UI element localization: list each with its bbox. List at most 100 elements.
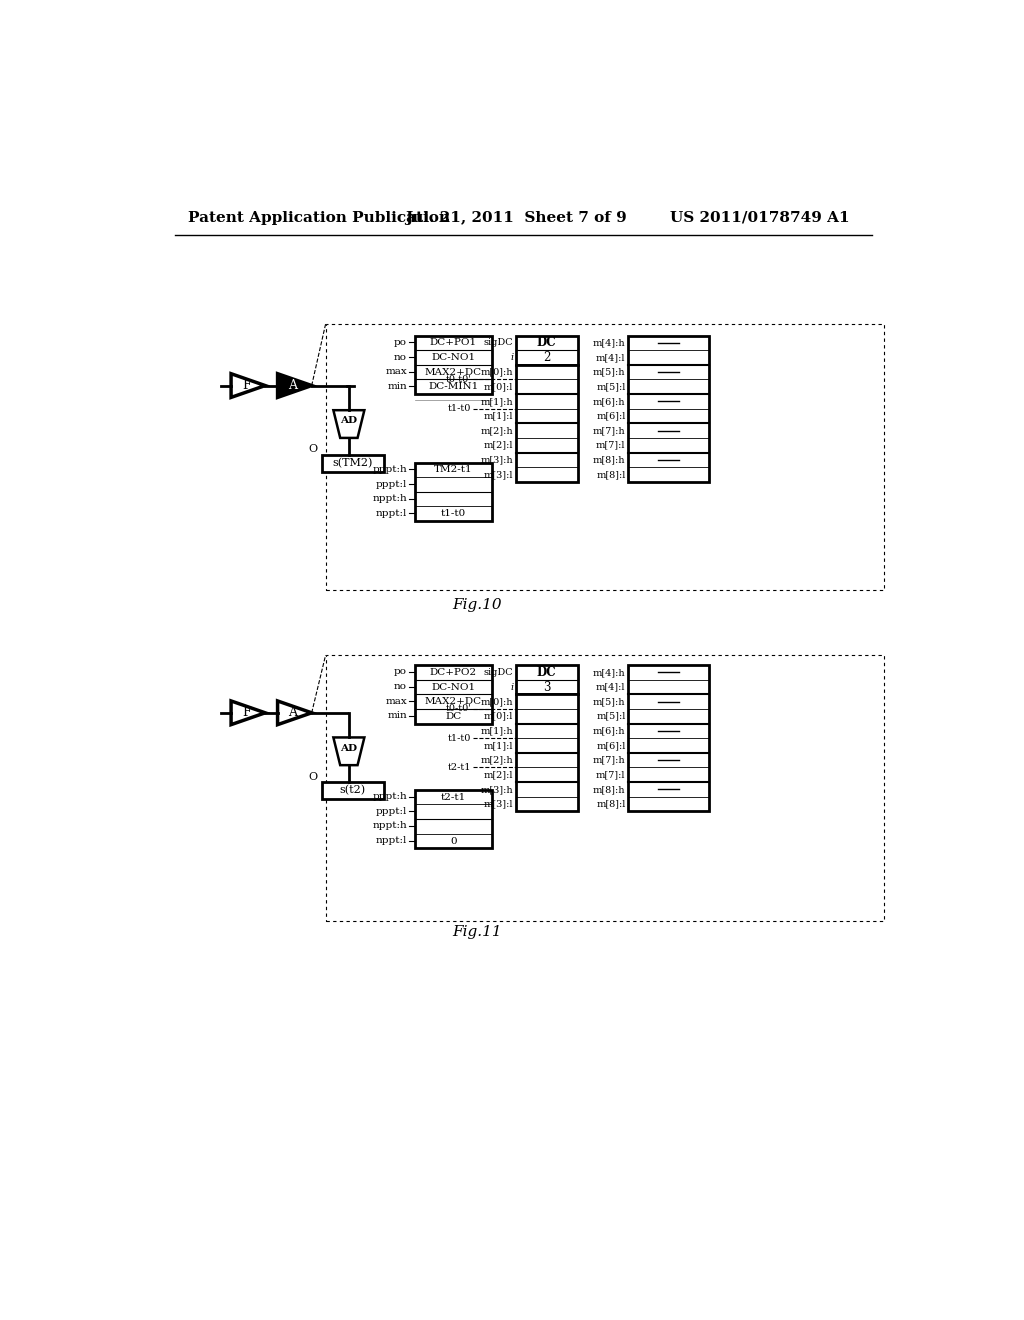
Text: 3: 3: [543, 681, 550, 693]
Polygon shape: [334, 411, 365, 438]
Text: m[8]:h: m[8]:h: [593, 785, 626, 793]
Text: m[5]:h: m[5]:h: [593, 367, 626, 376]
Text: t1-t0: t1-t0: [441, 510, 466, 519]
Text: pppt:h: pppt:h: [373, 465, 407, 474]
Text: s(TM2): s(TM2): [333, 458, 373, 469]
Text: t2-t1: t2-t1: [447, 763, 471, 772]
Text: m[3]:h: m[3]:h: [480, 455, 513, 465]
Bar: [415, 335, 493, 395]
Text: AD: AD: [340, 743, 357, 752]
Polygon shape: [278, 701, 311, 725]
Text: i: i: [510, 352, 513, 362]
Text: max: max: [385, 367, 407, 376]
Text: max: max: [385, 697, 407, 706]
Text: nppt:h: nppt:h: [373, 494, 407, 503]
Text: m[2]:l: m[2]:l: [483, 771, 513, 779]
Text: m[0]:l: m[0]:l: [483, 711, 513, 721]
Text: t1-t0: t1-t0: [447, 734, 471, 743]
Text: DC+PO1: DC+PO1: [430, 338, 477, 347]
Bar: [326, 655, 884, 921]
Text: m[3]:l: m[3]:l: [483, 800, 513, 809]
Text: nppt:l: nppt:l: [376, 836, 407, 845]
Text: m[2]:h: m[2]:h: [480, 755, 513, 764]
Text: DC: DC: [537, 665, 556, 678]
Text: m[8]:l: m[8]:l: [596, 470, 626, 479]
Bar: [415, 665, 493, 723]
Text: A: A: [289, 706, 298, 719]
Text: O: O: [309, 445, 317, 454]
Text: m[7]:l: m[7]:l: [596, 771, 626, 779]
Text: i: i: [510, 682, 513, 692]
Text: m[6]:h: m[6]:h: [593, 397, 626, 405]
Text: t0-t0': t0-t0': [445, 705, 471, 713]
Text: F: F: [243, 379, 251, 392]
Text: m[1]:l: m[1]:l: [483, 412, 513, 421]
Text: F: F: [243, 706, 251, 719]
Text: m[6]:l: m[6]:l: [596, 412, 626, 421]
Text: m[4]:l: m[4]:l: [596, 352, 626, 362]
Text: m[5]:l: m[5]:l: [596, 383, 626, 391]
Text: sigDC: sigDC: [483, 338, 513, 347]
Text: 2: 2: [543, 351, 550, 364]
Text: m[4]:h: m[4]:h: [593, 668, 626, 677]
Text: MAX2+DC: MAX2+DC: [425, 697, 482, 706]
Text: sigDC: sigDC: [483, 668, 513, 677]
Text: DC-MIN1: DC-MIN1: [428, 383, 478, 391]
Bar: [515, 665, 578, 694]
Text: Fig.11: Fig.11: [452, 925, 502, 940]
Text: min: min: [387, 711, 407, 721]
Text: m[7]:l: m[7]:l: [596, 441, 626, 450]
Bar: [515, 694, 578, 812]
Text: m[4]:l: m[4]:l: [596, 682, 626, 692]
Text: m[8]:l: m[8]:l: [596, 800, 626, 809]
Text: Fig.10: Fig.10: [452, 598, 502, 612]
Text: DC-NO1: DC-NO1: [431, 352, 475, 362]
Text: s(t2): s(t2): [340, 785, 366, 796]
Bar: [322, 455, 384, 471]
Text: m[0]:h: m[0]:h: [480, 697, 513, 706]
Text: m[2]:h: m[2]:h: [480, 426, 513, 436]
Text: m[0]:h: m[0]:h: [480, 367, 513, 376]
Text: m[1]:l: m[1]:l: [483, 741, 513, 750]
Text: m[3]:l: m[3]:l: [483, 470, 513, 479]
Text: min: min: [387, 381, 407, 391]
Text: po: po: [394, 338, 407, 347]
Text: DC+PO2: DC+PO2: [430, 668, 477, 677]
Text: po: po: [394, 668, 407, 676]
Text: pppt:h: pppt:h: [373, 792, 407, 801]
Text: m[4]:h: m[4]:h: [593, 338, 626, 347]
Bar: [326, 323, 884, 590]
Text: DC-NO1: DC-NO1: [431, 682, 475, 692]
Text: m[1]:h: m[1]:h: [480, 726, 513, 735]
Polygon shape: [334, 738, 365, 766]
Text: m[3]:h: m[3]:h: [480, 785, 513, 793]
Text: A: A: [289, 379, 298, 392]
Text: m[5]:h: m[5]:h: [593, 697, 626, 706]
Bar: [515, 364, 578, 482]
Bar: [415, 462, 493, 521]
Text: m[2]:l: m[2]:l: [483, 441, 513, 450]
Text: nppt:h: nppt:h: [373, 821, 407, 830]
Text: t2-t1: t2-t1: [441, 792, 466, 801]
Bar: [515, 335, 578, 364]
Bar: [322, 781, 384, 799]
Text: O: O: [309, 772, 317, 781]
Text: no: no: [394, 352, 407, 362]
Text: DC: DC: [445, 711, 462, 721]
Text: US 2011/0178749 A1: US 2011/0178749 A1: [671, 211, 850, 224]
Text: MAX2+DC: MAX2+DC: [425, 367, 482, 376]
Text: t0-t0': t0-t0': [445, 375, 471, 384]
Text: m[1]:h: m[1]:h: [480, 397, 513, 405]
Text: m[6]:l: m[6]:l: [596, 741, 626, 750]
Text: DC: DC: [537, 337, 556, 350]
Text: t1-t0: t1-t0: [447, 404, 471, 413]
Bar: [628, 665, 710, 812]
Text: m[5]:l: m[5]:l: [596, 711, 626, 721]
Polygon shape: [231, 374, 265, 397]
Text: TM2-t1: TM2-t1: [434, 466, 473, 474]
Text: pppt:l: pppt:l: [376, 807, 407, 816]
Text: nppt:l: nppt:l: [376, 510, 407, 517]
Text: 0: 0: [451, 837, 457, 846]
Text: m[7]:h: m[7]:h: [593, 755, 626, 764]
Text: m[7]:h: m[7]:h: [593, 426, 626, 436]
